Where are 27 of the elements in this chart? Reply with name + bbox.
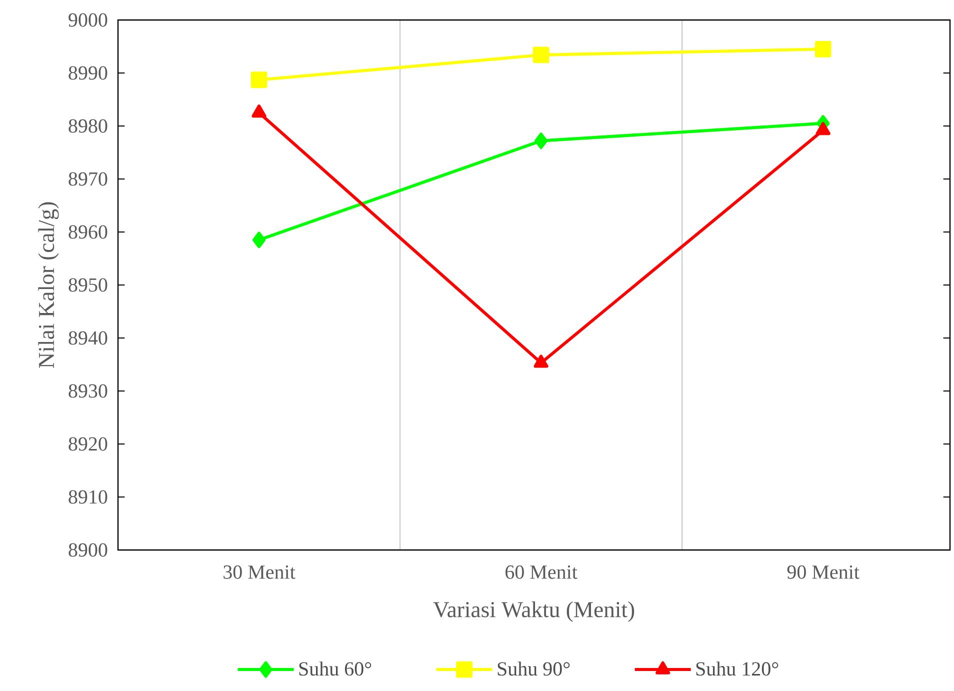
y-tick-label: 8940 xyxy=(68,331,108,345)
legend-label: Suhu 120° xyxy=(696,662,778,676)
y-tick-label: 8990 xyxy=(68,66,108,80)
legend-label: Suhu 90° xyxy=(498,662,570,676)
y-tick-label: 8900 xyxy=(68,543,108,557)
x-tick-label: 30 Menit xyxy=(224,565,296,579)
y-axis-title: Nilai Kalor (cal/g) xyxy=(38,202,59,368)
point xyxy=(534,132,548,150)
point xyxy=(252,104,266,118)
x-tick-label: 60 Menit xyxy=(506,565,578,579)
point xyxy=(252,232,266,248)
y-tick-label: 8960 xyxy=(68,225,108,239)
y-tick-label: 8910 xyxy=(68,490,108,504)
point xyxy=(814,40,832,58)
point xyxy=(250,72,268,88)
y-tick-label: 8920 xyxy=(68,437,108,451)
y-tick-label: 8980 xyxy=(68,119,108,133)
y-tick-label: 8950 xyxy=(68,278,108,292)
y-tick-label: 8930 xyxy=(68,384,108,398)
point xyxy=(534,354,548,368)
legend-label: Suhu 60° xyxy=(299,662,372,676)
point xyxy=(532,46,550,64)
point xyxy=(816,122,830,136)
x-axis-title: Variasi Waktu (Menit) xyxy=(433,601,634,622)
x-tick-label: 90 Menit xyxy=(787,565,860,579)
y-tick-label: 9000 xyxy=(68,13,108,27)
y-tick-label: 8970 xyxy=(68,172,108,186)
